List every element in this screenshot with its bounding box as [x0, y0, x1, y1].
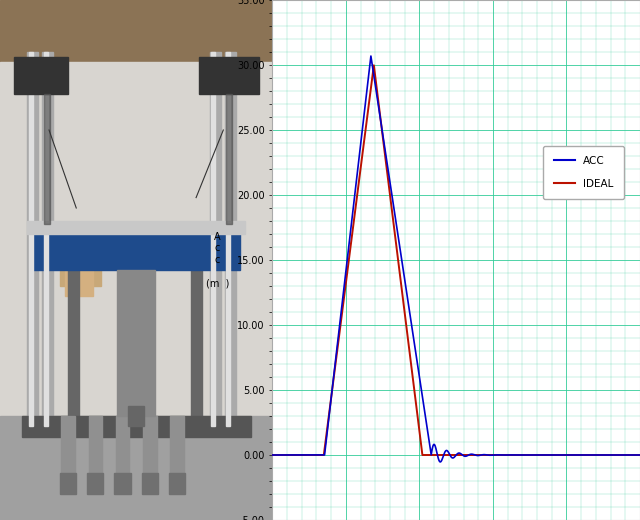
Bar: [44, 52, 47, 426]
Bar: [22, 416, 250, 437]
Line: ACC: ACC: [273, 56, 640, 462]
Bar: [60, 224, 100, 286]
IDEAL: [629, 452, 637, 458]
Bar: [87, 473, 104, 494]
Bar: [170, 416, 184, 478]
Bar: [210, 52, 221, 426]
IDEAL: [269, 452, 276, 458]
ACC: [571, 452, 579, 458]
Bar: [116, 416, 129, 478]
Bar: [68, 270, 79, 416]
ACC: [636, 452, 640, 458]
Bar: [29, 52, 33, 426]
Bar: [28, 221, 245, 234]
ACC: [436, 459, 444, 465]
IDEAL: [310, 452, 318, 458]
Bar: [42, 52, 53, 426]
Legend: ACC, IDEAL: ACC, IDEAL: [543, 146, 624, 199]
IDEAL: [426, 452, 433, 458]
Bar: [65, 270, 93, 296]
IDEAL: [370, 62, 378, 69]
Bar: [169, 473, 185, 494]
ACC: [367, 53, 375, 59]
Line: IDEAL: IDEAL: [273, 66, 640, 455]
IDEAL: [636, 452, 640, 458]
Bar: [28, 52, 38, 426]
Bar: [44, 94, 49, 224]
Bar: [128, 406, 145, 426]
Bar: [13, 57, 68, 94]
Bar: [226, 52, 230, 426]
Y-axis label: A
c
c

(m  ): A c c (m ): [206, 232, 229, 288]
Bar: [0, 62, 273, 520]
Bar: [117, 270, 156, 416]
Bar: [225, 52, 236, 426]
Bar: [141, 473, 158, 494]
Bar: [199, 57, 259, 94]
Bar: [226, 94, 232, 224]
Bar: [143, 416, 157, 478]
Bar: [33, 234, 239, 270]
Bar: [60, 473, 76, 494]
Bar: [191, 270, 202, 416]
IDEAL: [410, 380, 417, 386]
Bar: [88, 416, 102, 478]
Bar: [61, 416, 75, 478]
Bar: [0, 0, 273, 62]
ACC: [269, 452, 276, 458]
IDEAL: [332, 356, 340, 362]
IDEAL: [589, 452, 597, 458]
ACC: [508, 452, 515, 458]
Bar: [0, 416, 273, 520]
ACC: [489, 452, 497, 458]
Bar: [211, 52, 215, 426]
ACC: [335, 327, 343, 333]
ACC: [409, 331, 417, 337]
Bar: [115, 473, 131, 494]
ACC: [543, 452, 550, 458]
